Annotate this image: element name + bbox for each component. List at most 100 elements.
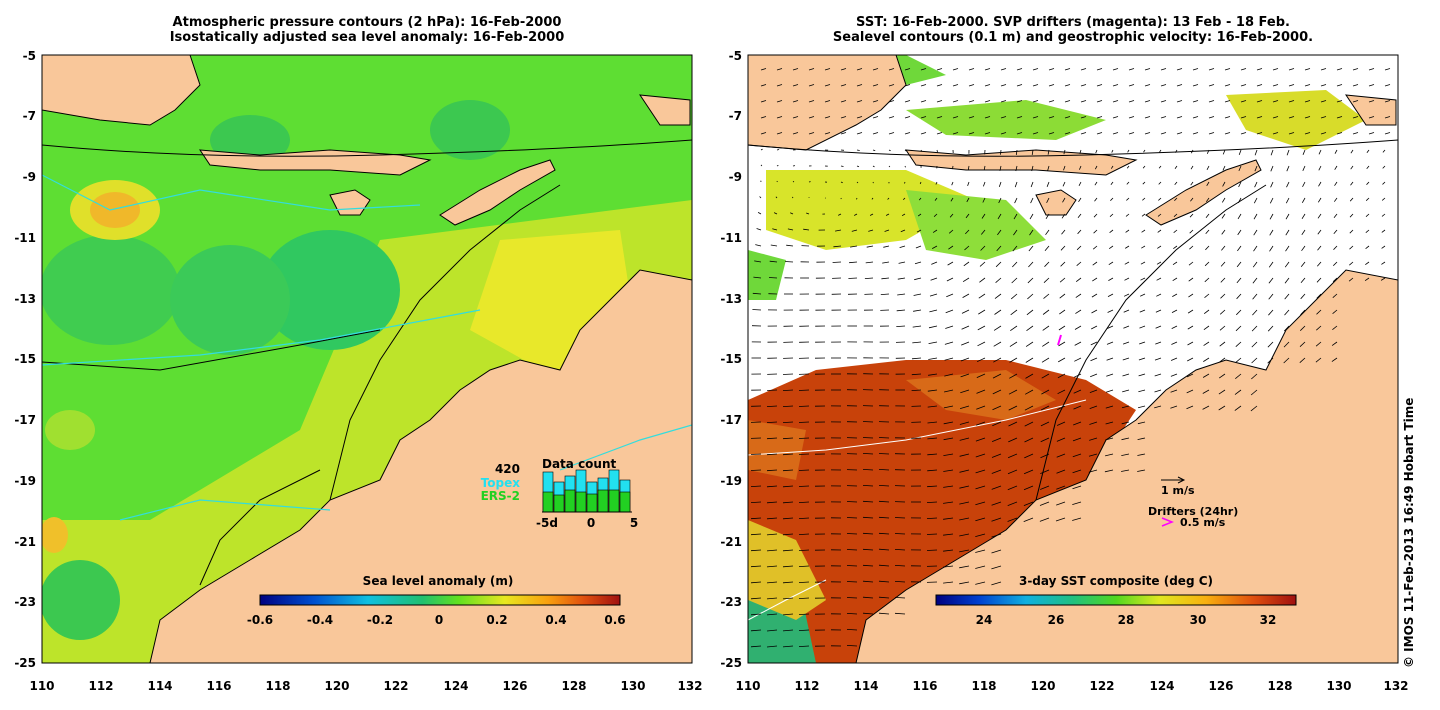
velocity-vector bbox=[1256, 68, 1263, 71]
velocity-vector bbox=[1202, 373, 1210, 378]
velocity-vector bbox=[1349, 229, 1354, 234]
velocity-vector bbox=[846, 533, 858, 535]
velocity-vector bbox=[1318, 165, 1322, 171]
velocity-vector bbox=[1064, 84, 1071, 87]
right-lon-tick: 120 bbox=[1030, 679, 1055, 693]
velocity-vector bbox=[927, 405, 938, 408]
velocity-vector bbox=[750, 613, 762, 616]
velocity-vector bbox=[1334, 165, 1338, 170]
velocity-vector bbox=[840, 68, 847, 71]
velocity-vector bbox=[750, 501, 762, 503]
velocity-vector bbox=[943, 501, 954, 504]
velocity-vector bbox=[1072, 453, 1082, 458]
velocity-vector bbox=[769, 260, 778, 263]
velocity-vector bbox=[782, 533, 794, 536]
velocity-vector bbox=[1000, 68, 1007, 71]
velocity-vector bbox=[1334, 149, 1338, 154]
velocity-vector bbox=[1352, 116, 1359, 119]
velocity-vector bbox=[936, 132, 943, 135]
velocity-vector bbox=[1000, 132, 1007, 135]
velocity-vector bbox=[872, 132, 879, 135]
velocity-vector bbox=[968, 100, 975, 103]
velocity-vector bbox=[1320, 68, 1327, 71]
velocity-vector bbox=[888, 132, 895, 135]
velocity-vector bbox=[1128, 68, 1135, 71]
velocity-vector bbox=[1090, 341, 1098, 346]
velocity-vector bbox=[1350, 165, 1354, 170]
velocity-vector bbox=[1029, 213, 1034, 220]
velocity-vector bbox=[1092, 245, 1098, 250]
velocity-vector bbox=[878, 485, 890, 487]
velocity-vector bbox=[1382, 181, 1386, 185]
velocity-vector bbox=[1189, 245, 1194, 250]
velocity-vector bbox=[862, 564, 874, 567]
velocity-vector bbox=[992, 373, 1002, 379]
velocity-vector bbox=[1202, 389, 1210, 394]
velocity-vector bbox=[776, 164, 779, 167]
right-map: 1 m/s Drifters (24hr) 0.5 m/s 3-day SST … bbox=[720, 49, 1408, 693]
velocity-vector bbox=[1268, 261, 1274, 268]
velocity-vector bbox=[1366, 165, 1370, 169]
velocity-vector bbox=[1016, 68, 1023, 71]
velocity-vector bbox=[1176, 116, 1183, 119]
velocity-vector bbox=[946, 277, 954, 282]
velocity-vector bbox=[1219, 309, 1226, 315]
velocity-vector bbox=[994, 309, 1002, 315]
velocity-vector bbox=[1285, 197, 1290, 204]
velocity-vector bbox=[1208, 100, 1215, 103]
velocity-vector bbox=[1124, 245, 1130, 249]
velocity-vector bbox=[952, 165, 954, 170]
velocity-vector bbox=[1048, 132, 1055, 135]
velocity-vector bbox=[798, 565, 810, 567]
velocity-vector bbox=[1079, 165, 1082, 170]
velocity-vector bbox=[792, 100, 799, 103]
velocity-vector bbox=[1269, 197, 1274, 204]
velocity-vector bbox=[1352, 132, 1359, 135]
velocity-vector bbox=[1174, 181, 1178, 185]
left-lon-tick: 120 bbox=[324, 679, 349, 693]
velocity-vector bbox=[1073, 373, 1082, 378]
velocity-vector bbox=[1023, 501, 1034, 506]
velocity-vector bbox=[1112, 100, 1119, 103]
velocity-vector bbox=[888, 84, 895, 87]
velocity-vector bbox=[1024, 453, 1034, 459]
right-lat-tick: -15 bbox=[720, 352, 742, 366]
velocity-vector bbox=[824, 68, 831, 71]
velocity-vector bbox=[1301, 229, 1306, 236]
velocity-vector bbox=[980, 245, 986, 251]
right-title-line1: SST: 16-Feb-2000. SVP drifters (magenta)… bbox=[856, 15, 1290, 30]
velocity-vector bbox=[968, 132, 975, 135]
velocity-vector bbox=[1299, 357, 1306, 363]
velocity-vector bbox=[1320, 84, 1327, 87]
velocity-vector bbox=[856, 149, 860, 151]
velocity-vector bbox=[1089, 421, 1098, 425]
velocity-vector bbox=[959, 533, 970, 537]
velocity-vector bbox=[943, 405, 954, 409]
velocity-vector bbox=[995, 277, 1002, 284]
velocity-vector bbox=[760, 68, 767, 71]
velocity-vector bbox=[1320, 116, 1327, 119]
data-count-tick-end: 5 bbox=[630, 516, 638, 530]
velocity-vector bbox=[1096, 68, 1103, 71]
velocity-vector bbox=[898, 261, 906, 264]
right-lon-tick: 122 bbox=[1089, 679, 1114, 693]
velocity-vector bbox=[1315, 357, 1322, 363]
velocity-vector bbox=[959, 549, 970, 553]
velocity-vector bbox=[1317, 197, 1322, 203]
velocity-vector bbox=[1064, 100, 1071, 103]
velocity-vector bbox=[1220, 277, 1226, 283]
australia-land bbox=[149, 269, 692, 663]
velocity-vector bbox=[846, 517, 858, 519]
velocity-vector bbox=[1317, 213, 1322, 219]
velocity-vector bbox=[1014, 197, 1018, 204]
right-lon-tick: 124 bbox=[1149, 679, 1174, 693]
velocity-vector bbox=[1007, 485, 1018, 491]
velocity-vector bbox=[959, 421, 970, 425]
velocity-vector bbox=[944, 357, 954, 361]
velocity-vector bbox=[1141, 213, 1146, 217]
velocity-vector bbox=[1023, 517, 1034, 522]
velocity-vector bbox=[961, 309, 970, 314]
velocity-vector bbox=[1144, 84, 1151, 87]
velocity-vector bbox=[1009, 357, 1018, 363]
velocity-vector bbox=[1381, 229, 1386, 233]
